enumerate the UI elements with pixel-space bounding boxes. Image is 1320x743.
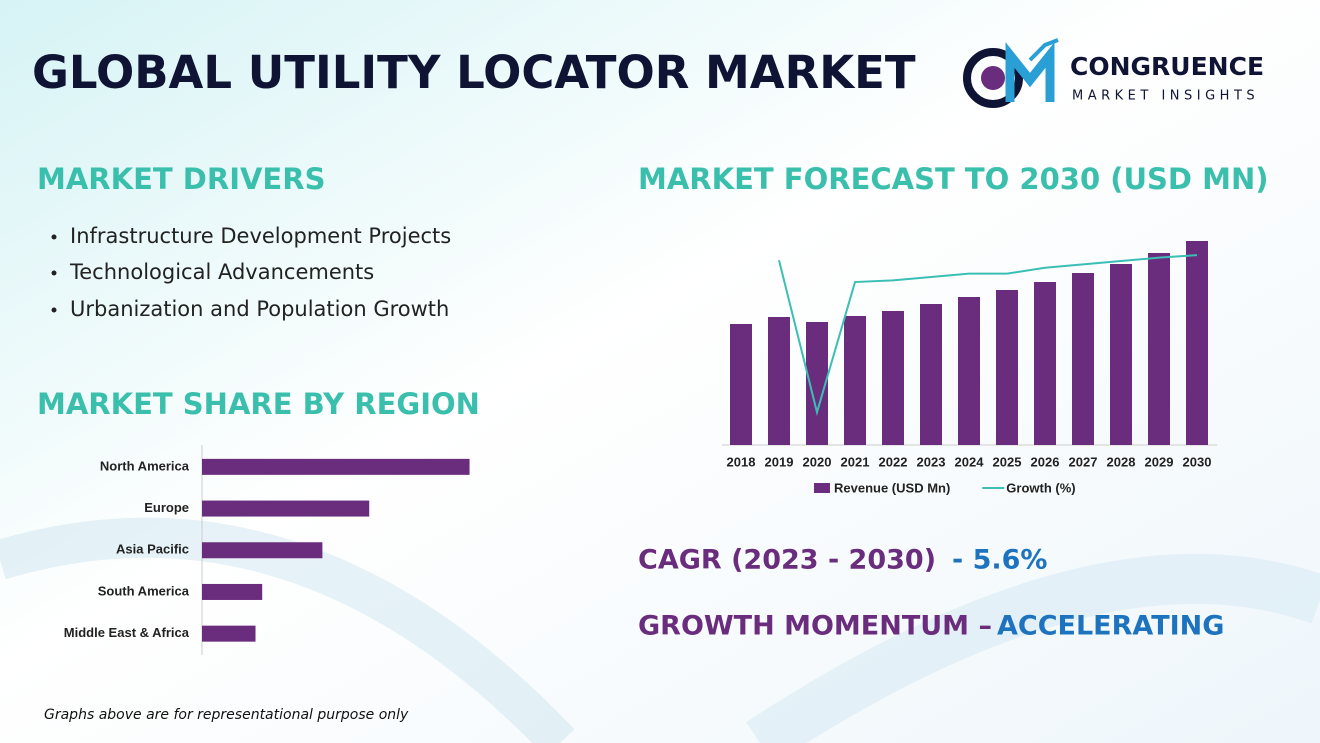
momentum-value: ACCELERATING: [997, 611, 1224, 642]
x-tick-label: 2019: [765, 454, 794, 469]
bar: [806, 322, 828, 445]
x-tick-label: 2023: [917, 454, 946, 469]
bar: [1186, 241, 1208, 445]
cagr-label: CAGR (2023 - 2030): [638, 545, 936, 576]
category-label: South America: [98, 583, 190, 598]
bar: [202, 625, 256, 642]
x-tick-label: 2025: [993, 454, 1022, 469]
x-tick-label: 2018: [727, 454, 756, 469]
bar: [730, 324, 752, 445]
bar: [202, 500, 370, 517]
decoration: [0, 517, 575, 743]
driver: Technological Advancements: [69, 260, 374, 284]
legend-label: Revenue (USD Mn): [834, 480, 950, 495]
x-tick-label: 2030: [1183, 454, 1212, 469]
x-tick-label: 2022: [879, 454, 908, 469]
category-label: Europe: [144, 500, 189, 515]
bar: [202, 458, 470, 475]
line: [778, 254, 1198, 417]
bullet: [51, 307, 57, 313]
driver: Infrastructure Development Projects: [70, 224, 451, 248]
section-heading: MARKET DRIVERS: [37, 162, 325, 196]
bar: [202, 542, 323, 559]
bullet: [51, 270, 57, 276]
bar: [768, 317, 790, 445]
bar: [1110, 264, 1132, 445]
x-tick-label: 2028: [1107, 454, 1136, 469]
section-heading: MARKET FORECAST TO 2030 (USD MN): [638, 162, 1268, 196]
drivers-list: Infrastructure Development Projects Tech…: [51, 224, 451, 321]
bar: [1072, 273, 1094, 445]
driver: Urbanization and Population Growth: [70, 297, 449, 321]
momentum-label: GROWTH MOMENTUM –: [638, 611, 992, 642]
x-tick-label: 2020: [803, 454, 832, 469]
category-label: Asia Pacific: [116, 542, 189, 557]
legend-label: Growth (%): [1006, 480, 1075, 495]
bar: [844, 316, 866, 445]
footnote: Graphs above are for representational pu…: [44, 707, 409, 723]
bar: [882, 311, 904, 445]
bullet: [51, 234, 57, 240]
x-tick-label: 2024: [955, 454, 985, 469]
logo-name: CONGRUENCE: [1070, 52, 1264, 81]
decoration: [746, 553, 1320, 743]
category-label: Middle East & Africa: [64, 625, 190, 640]
bar: [958, 297, 980, 445]
bar: [920, 304, 942, 445]
section-heading: MARKET SHARE BY REGION: [37, 387, 480, 421]
x-tick-label: 2029: [1145, 454, 1174, 469]
logo: CONGRUENCE MARKET INSIGHTS: [963, 38, 1264, 108]
logo-sub: MARKET INSIGHTS: [1072, 89, 1259, 104]
x-tick-label: 2027: [1069, 454, 1098, 469]
category-label: North America: [100, 458, 190, 473]
bar: [1148, 253, 1170, 445]
title: GLOBAL UTILITY LOCATOR MARKET: [32, 46, 916, 99]
bar: [1034, 282, 1056, 445]
cagr-value: - 5.6%: [952, 545, 1048, 576]
bar: [202, 583, 263, 600]
x-tick-label: 2021: [841, 454, 870, 469]
bar: [996, 290, 1018, 445]
legend-swatch: [814, 483, 830, 493]
x-tick-label: 2026: [1031, 454, 1060, 469]
